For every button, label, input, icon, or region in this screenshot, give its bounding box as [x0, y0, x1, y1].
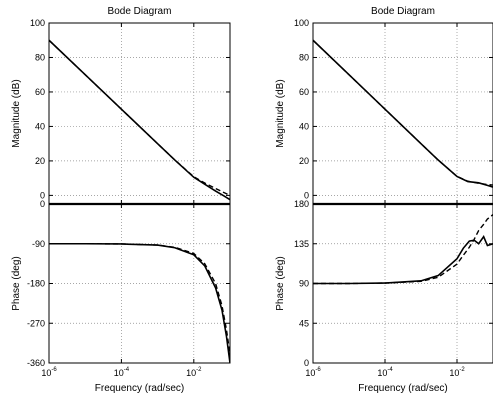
- magnitude-ytick-label: 20: [299, 156, 309, 166]
- phase-series-solid: [49, 242, 230, 363]
- magnitude-series-dashed: [49, 39, 230, 197]
- phase-ylabel: Phase (deg): [275, 256, 286, 310]
- magnitude-ylabel: Magnitude (dB): [11, 79, 22, 147]
- magnitude-series-solid: [313, 39, 493, 188]
- phase-ytick-label: 45: [299, 318, 309, 328]
- magnitude-ytick-label: 0: [304, 190, 309, 200]
- phase-ylabel: Phase (deg): [11, 256, 22, 310]
- phase-ytick-label: -180: [27, 279, 45, 289]
- magnitude-ytick-label: 60: [35, 87, 45, 97]
- phase-ytick-label: 90: [299, 279, 309, 289]
- bode-panel-2: Bode Diagram 0 20 40 60 80 100 Magnitude (dB) 0 4…: [275, 6, 493, 394]
- magnitude-series-solid: [49, 39, 230, 201]
- chart-title: Bode Diagram: [108, 6, 172, 17]
- magnitude-ytick-label: 20: [35, 156, 45, 166]
- phase-ytick-label: 0: [304, 358, 309, 368]
- phase-ytick-label: 180: [294, 199, 309, 209]
- magnitude-ytick-label: 40: [35, 121, 45, 131]
- magnitude-ytick-label: 40: [299, 121, 309, 131]
- xtick-label: 10-2: [186, 367, 202, 378]
- xtick-label: 10-6: [305, 367, 321, 378]
- phase-ytick-label: -360: [27, 358, 45, 368]
- phase-ytick-label: 135: [294, 239, 309, 249]
- chart-title: Bode Diagram: [371, 6, 435, 17]
- xtick-label: 10-4: [114, 367, 130, 378]
- xtick-label: 10-4: [377, 367, 393, 378]
- magnitude-axes-frame: [312, 22, 493, 205]
- phase-ytick-label: 0: [40, 199, 45, 209]
- magnitude-ytick-label: 100: [294, 18, 309, 28]
- magnitude-axes-frame: [48, 22, 231, 205]
- phase-series-dashed: [313, 214, 493, 285]
- phase-ytick-label: -90: [32, 239, 45, 249]
- magnitude-ytick-label: 80: [299, 52, 309, 62]
- phase-series-dashed: [49, 243, 230, 355]
- xlabel: Frequency (rad/sec): [358, 383, 447, 394]
- magnitude-ytick-label: 100: [30, 18, 45, 28]
- magnitude-ytick-label: 80: [35, 52, 45, 62]
- magnitude-ytick-label: 60: [299, 87, 309, 97]
- xtick-label: 10-6: [41, 367, 57, 378]
- magnitude-series-dashed: [313, 39, 493, 186]
- phase-ytick-label: -270: [27, 318, 45, 328]
- xtick-label: 10-2: [449, 367, 465, 378]
- xlabel: Frequency (rad/sec): [95, 383, 184, 394]
- magnitude-ytick-label: 0: [40, 190, 45, 200]
- bode-panel-1: Bode Diagram 0 20 40 60 80 100 Magnitude (dB) 0 -…: [11, 6, 231, 394]
- magnitude-ylabel: Magnitude (dB): [275, 79, 286, 147]
